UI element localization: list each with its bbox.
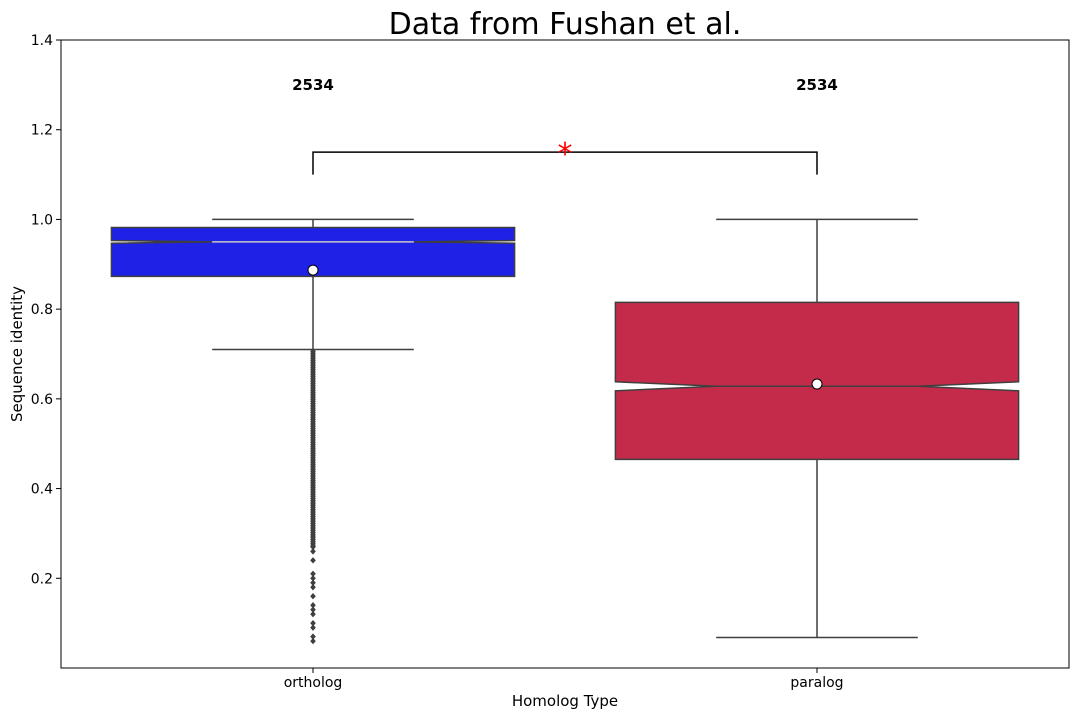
outlier-point (310, 570, 316, 577)
outlier-point (310, 548, 316, 555)
x-tick-label: ortholog (284, 675, 343, 691)
chart-title: Data from Fushan et al. (389, 7, 742, 42)
count-label-ortholog: 2534 (292, 76, 334, 94)
outlier-point (310, 602, 316, 609)
mean-marker (811, 378, 823, 390)
y-axis-label: Sequence identity (8, 286, 26, 422)
boxes-layer (110, 218, 1020, 645)
outlier-point (310, 610, 316, 618)
y-tick-label: 0.2 (31, 571, 53, 587)
count-label-paralog: 2534 (796, 76, 838, 94)
plot-area-frame (60, 39, 1070, 669)
outlier-point (310, 557, 316, 564)
x-axis-label: Homolog Type (512, 692, 618, 710)
outlier-point (310, 619, 316, 627)
outlier-point (310, 633, 316, 640)
y-tick-label: 1.0 (31, 212, 53, 228)
x-axis: ortholog paralog (284, 668, 844, 691)
outlier-point (310, 606, 316, 613)
outlier-point (310, 575, 316, 582)
outlier-point (310, 637, 316, 645)
outlier-point (310, 584, 316, 591)
significance-bracket (312, 151, 818, 175)
y-axis: 0.2 0.4 0.6 0.8 1.0 1.2 1.4 (31, 33, 61, 587)
outliers (310, 348, 316, 645)
box-body (110, 226, 516, 278)
outlier-point (310, 624, 316, 631)
y-tick-label: 0.4 (31, 482, 53, 498)
outlier-point (310, 543, 316, 551)
outlier-point (310, 579, 316, 586)
y-tick-label: 0.6 (31, 392, 53, 408)
y-tick-label: 0.8 (31, 302, 53, 318)
mean-marker (307, 264, 319, 276)
significance-star: * (558, 137, 573, 172)
outlier-point (310, 348, 316, 355)
box-ortholog (110, 218, 516, 645)
y-tick-label: 1.4 (31, 33, 53, 49)
box-paralog (614, 218, 1020, 639)
annotations-layer: 2534 2534 * (292, 76, 838, 175)
y-tick-label: 1.2 (31, 123, 53, 139)
outlier-point (310, 593, 316, 600)
x-tick-label: paralog (790, 675, 843, 691)
